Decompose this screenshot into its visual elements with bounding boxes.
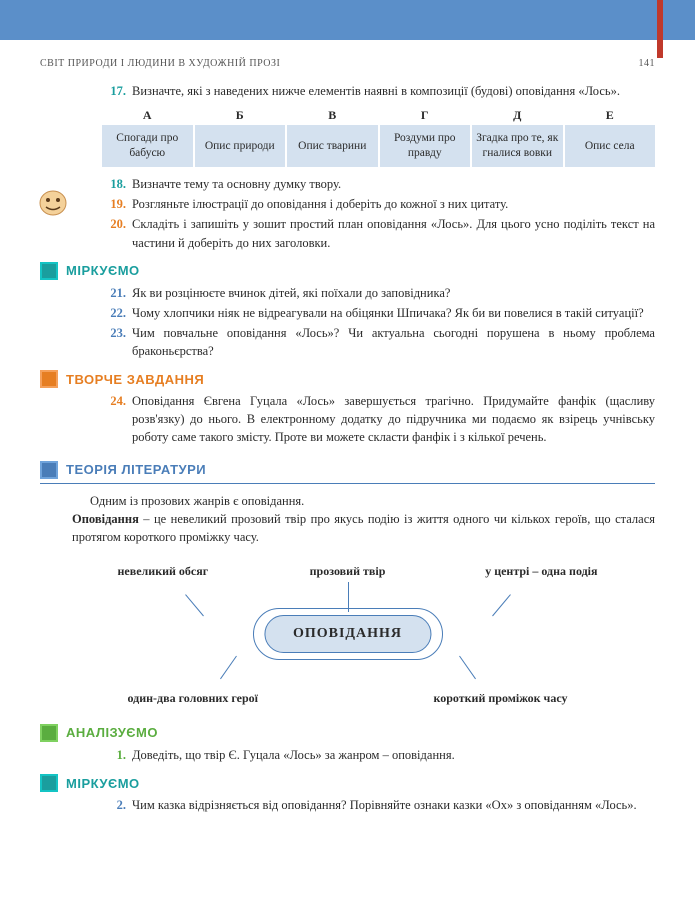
opt-head: Д <box>472 106 563 125</box>
section-analiz: АНАЛІЗУЄМО <box>40 724 655 742</box>
map-branch: невеликий обсяг <box>118 564 209 579</box>
option-b: Б Опис природи <box>195 106 286 167</box>
q-text: Оповідання Євгена Гуцала «Лось» завершує… <box>132 392 655 446</box>
option-d: Г Роздуми про правду <box>380 106 471 167</box>
section-square-icon <box>40 774 58 792</box>
question-21: 21. Як ви розцінюєте вчинок дітей, які п… <box>102 284 655 302</box>
analiz-1: 1. Доведіть, що твір Є. Гуцала «Лось» за… <box>102 746 655 764</box>
section-title: ТВОРЧЕ ЗАВДАННЯ <box>66 372 204 387</box>
q-text: Визначте, які з наведених нижче елементі… <box>132 82 655 100</box>
breadcrumb: СВІТ ПРИРОДИ І ЛЮДИНИ В ХУДОЖНІЙ ПРОЗІ <box>40 58 280 69</box>
page-content: 17. Визначте, які з наведених нижче елем… <box>40 82 655 895</box>
options-table: А Спогади про бабусю Б Опис природи В Оп… <box>102 106 655 167</box>
option-a: А Спогади про бабусю <box>102 106 193 167</box>
q-text: Як ви розцінюєте вчинок дітей, які поїха… <box>132 284 655 302</box>
q-num: 17. <box>102 82 132 100</box>
q-num: 20. <box>102 215 132 251</box>
map-center: ОПОВІДАННЯ <box>264 615 431 653</box>
q-num: 24. <box>102 392 132 446</box>
theory-paragraph: Одним із прозових жанрів є оповідання. О… <box>72 492 655 546</box>
mask-icon <box>38 189 68 217</box>
section-title: МІРКУЄМО <box>66 263 140 278</box>
section-square-icon <box>40 724 58 742</box>
q-num: 1. <box>102 746 132 764</box>
section-title: ТЕОРІЯ ЛІТЕРАТУРИ <box>66 462 206 477</box>
question-18: 18. Визначте тему та основну думку твору… <box>102 175 655 193</box>
opt-cell: Згадка про те, як гналися вовки <box>472 125 563 167</box>
section-tvorche: ТВОРЧЕ ЗАВДАННЯ <box>40 370 655 388</box>
page-accent <box>657 0 663 58</box>
option-e: Д Згадка про те, як гналися вовки <box>472 106 563 167</box>
section-square-icon <box>40 370 58 388</box>
section-square-icon <box>40 262 58 280</box>
opt-cell: Опис тварини <box>287 125 378 167</box>
map-line <box>459 656 476 680</box>
q-num: 23. <box>102 324 132 360</box>
section-title: АНАЛІЗУЄМО <box>66 725 158 740</box>
opt-head: А <box>102 106 193 125</box>
mirk-2: 2. Чим казка відрізняється від оповіданн… <box>102 796 655 814</box>
option-f: Е Опис села <box>565 106 656 167</box>
opt-head: В <box>287 106 378 125</box>
q-text: Складіть і запишіть у зошит простий план… <box>132 215 655 251</box>
section-mirkuemo-2: МІРКУЄМО <box>40 774 655 792</box>
map-branch: прозовий твір <box>310 564 386 579</box>
question-19: 19. Розгляньте ілюстрації до оповідання … <box>102 195 655 213</box>
question-23: 23. Чим повчальне оповідання «Лось»? Чи … <box>102 324 655 360</box>
concept-map: ОПОВІДАННЯ невеликий обсяг прозовий твір… <box>88 554 608 714</box>
section-mirkuemo: МІРКУЄМО <box>40 262 655 280</box>
map-line <box>220 656 237 680</box>
page-number: 141 <box>639 58 656 69</box>
opt-cell: Спогади про бабусю <box>102 125 193 167</box>
opt-head: Г <box>380 106 471 125</box>
q-text: Розгляньте ілюстрації до оповідання і до… <box>132 195 655 213</box>
opt-head: Б <box>195 106 286 125</box>
map-branch: у центрі – одна подія <box>485 564 597 579</box>
definition: – це невеликий прозовий твір про якусь п… <box>72 512 655 544</box>
map-branch: короткий проміжок часу <box>433 691 567 706</box>
page-header: СВІТ ПРИРОДИ І ЛЮДИНИ В ХУДОЖНІЙ ПРОЗІ 1… <box>40 58 655 69</box>
opt-cell: Роздуми про правду <box>380 125 471 167</box>
q-text: Доведіть, що твір Є. Гуцала «Лось» за жа… <box>132 746 655 764</box>
theory-p1: Одним із прозових жанрів є оповідання. <box>72 492 655 510</box>
map-line <box>185 594 204 616</box>
opt-cell: Опис природи <box>195 125 286 167</box>
q-text: Чому хлопчики ніяк не відреагували на об… <box>132 304 655 322</box>
q-text: Чим повчальне оповідання «Лось»? Чи акту… <box>132 324 655 360</box>
question-24: 24. Оповідання Євгена Гуцала «Лось» заве… <box>102 392 655 446</box>
q-text: Визначте тему та основну думку твору. <box>132 175 655 193</box>
term: Оповідання <box>72 512 139 526</box>
q-num: 2. <box>102 796 132 814</box>
question-17: 17. Визначте, які з наведених нижче елем… <box>102 82 655 100</box>
q-num: 19. <box>102 195 132 213</box>
q-num: 22. <box>102 304 132 322</box>
map-branch: один-два головних герої <box>128 691 258 706</box>
q-text: Чим казка відрізняється від оповідання? … <box>132 796 655 814</box>
q-num: 18. <box>102 175 132 193</box>
question-20: 20. Складіть і запишіть у зошит простий … <box>102 215 655 251</box>
map-line <box>492 594 511 616</box>
top-bar <box>0 0 695 40</box>
theory-p2: Оповідання – це невеликий прозовий твір … <box>72 510 655 546</box>
section-theory: ТЕОРІЯ ЛІТЕРАТУРИ <box>40 461 655 479</box>
opt-cell: Опис села <box>565 125 656 167</box>
option-c: В Опис тварини <box>287 106 378 167</box>
divider <box>40 483 655 484</box>
opt-head: Е <box>565 106 656 125</box>
question-22: 22. Чому хлопчики ніяк не відреагували н… <box>102 304 655 322</box>
section-square-icon <box>40 461 58 479</box>
section-title: МІРКУЄМО <box>66 776 140 791</box>
q-num: 21. <box>102 284 132 302</box>
